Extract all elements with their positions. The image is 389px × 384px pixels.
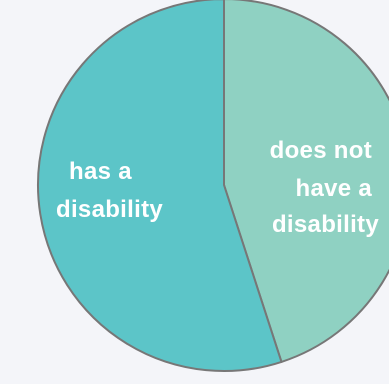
slice-label-no-disability: does not have a disability: [270, 137, 380, 238]
slice-label-line: has a: [69, 158, 132, 185]
slice-label-line: does not: [270, 137, 372, 164]
slice-label-has-disability: has a disability: [56, 158, 163, 223]
pie-slice-no-disability: [223, 0, 389, 363]
slice-label-line: disability: [56, 196, 163, 223]
slices-layer: [37, 0, 389, 372]
pie-slice-has-disability: [37, 0, 283, 372]
slice-label-line: have a: [296, 175, 373, 202]
slice-label-line: disability: [272, 211, 379, 238]
labels-layer: does not have a disability has a disabil…: [56, 137, 379, 238]
